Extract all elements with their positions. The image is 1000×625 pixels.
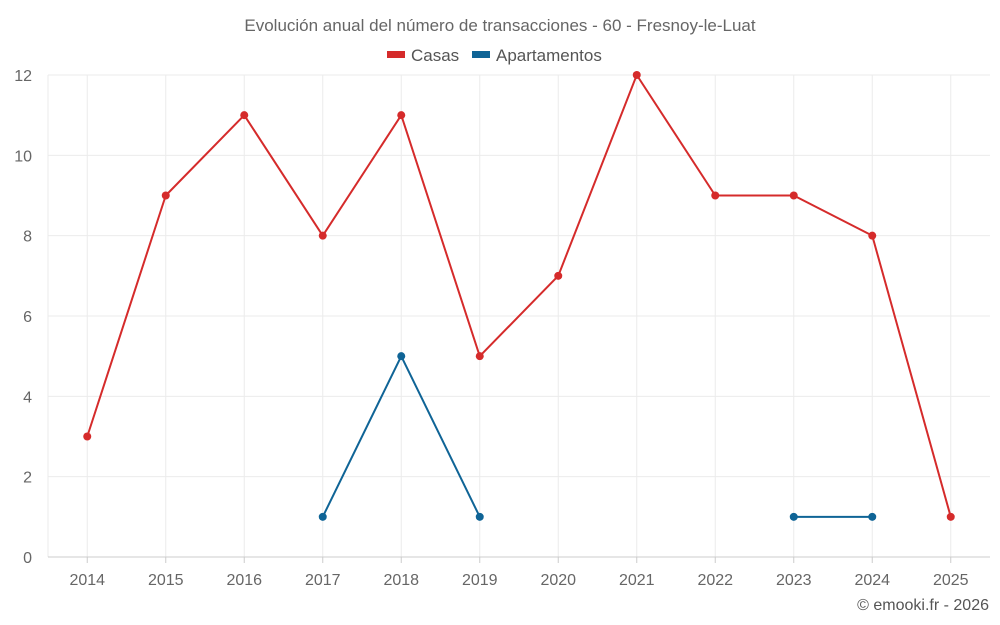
- data-point-apartamentos[interactable]: [789, 512, 798, 521]
- legend-swatch-apartamentos[interactable]: [472, 51, 490, 58]
- x-tick-label: 2018: [383, 572, 419, 589]
- x-tick-label: 2014: [69, 572, 105, 589]
- data-point-apartamentos[interactable]: [397, 352, 406, 361]
- legend-swatch-casas[interactable]: [387, 51, 405, 58]
- data-point-apartamentos[interactable]: [318, 512, 327, 521]
- y-tick-label: 10: [14, 148, 32, 165]
- y-tick-label: 8: [23, 229, 32, 246]
- series: [83, 71, 955, 521]
- x-tick-label: 2015: [148, 572, 184, 589]
- grid: [48, 74, 990, 557]
- x-tick-label: 2017: [305, 572, 341, 589]
- y-tick-label: 0: [23, 550, 32, 567]
- data-point-casas[interactable]: [475, 352, 484, 361]
- x-tick-label: 2023: [776, 572, 812, 589]
- data-point-casas[interactable]: [789, 191, 798, 200]
- data-point-casas[interactable]: [83, 432, 92, 441]
- x-tick-label: 2016: [226, 572, 262, 589]
- x-tick-label: 2020: [540, 572, 576, 589]
- x-tick-label: 2019: [462, 572, 498, 589]
- x-tick-label: 2022: [697, 572, 733, 589]
- data-point-casas[interactable]: [946, 512, 955, 521]
- data-point-casas[interactable]: [240, 111, 249, 120]
- chart-title: Evolución anual del número de transaccio…: [244, 16, 755, 35]
- y-tick-label: 6: [23, 309, 32, 326]
- legend-label-apartamentos[interactable]: Apartamentos: [496, 46, 602, 65]
- legend-label-casas[interactable]: Casas: [411, 46, 459, 65]
- y-tick-label: 2: [23, 470, 32, 487]
- series-apartamentos: [318, 352, 877, 521]
- data-point-casas[interactable]: [318, 231, 327, 240]
- data-point-casas[interactable]: [397, 111, 406, 120]
- x-tick-label: 2021: [619, 572, 655, 589]
- series-casas: [83, 71, 955, 521]
- series-line-casas: [86, 74, 952, 518]
- x-tick-label: 2024: [854, 572, 890, 589]
- data-point-apartamentos[interactable]: [868, 512, 877, 521]
- x-tick-label: 2025: [933, 572, 969, 589]
- data-point-casas[interactable]: [711, 191, 720, 200]
- data-point-casas[interactable]: [632, 71, 641, 79]
- data-point-casas[interactable]: [161, 191, 170, 200]
- data-point-casas[interactable]: [554, 271, 563, 280]
- y-tick-label: 12: [14, 68, 32, 85]
- legend: Casas Apartamentos: [387, 46, 602, 65]
- data-point-apartamentos[interactable]: [475, 512, 484, 521]
- axes: 0 2 4 6 8 10 12 2014 2015 2016 2017 2018 2019 2020 202…: [14, 68, 990, 589]
- credit-text: © emooki.fr - 2026: [857, 597, 989, 614]
- data-point-casas[interactable]: [868, 231, 877, 240]
- y-tick-label: 4: [23, 389, 32, 406]
